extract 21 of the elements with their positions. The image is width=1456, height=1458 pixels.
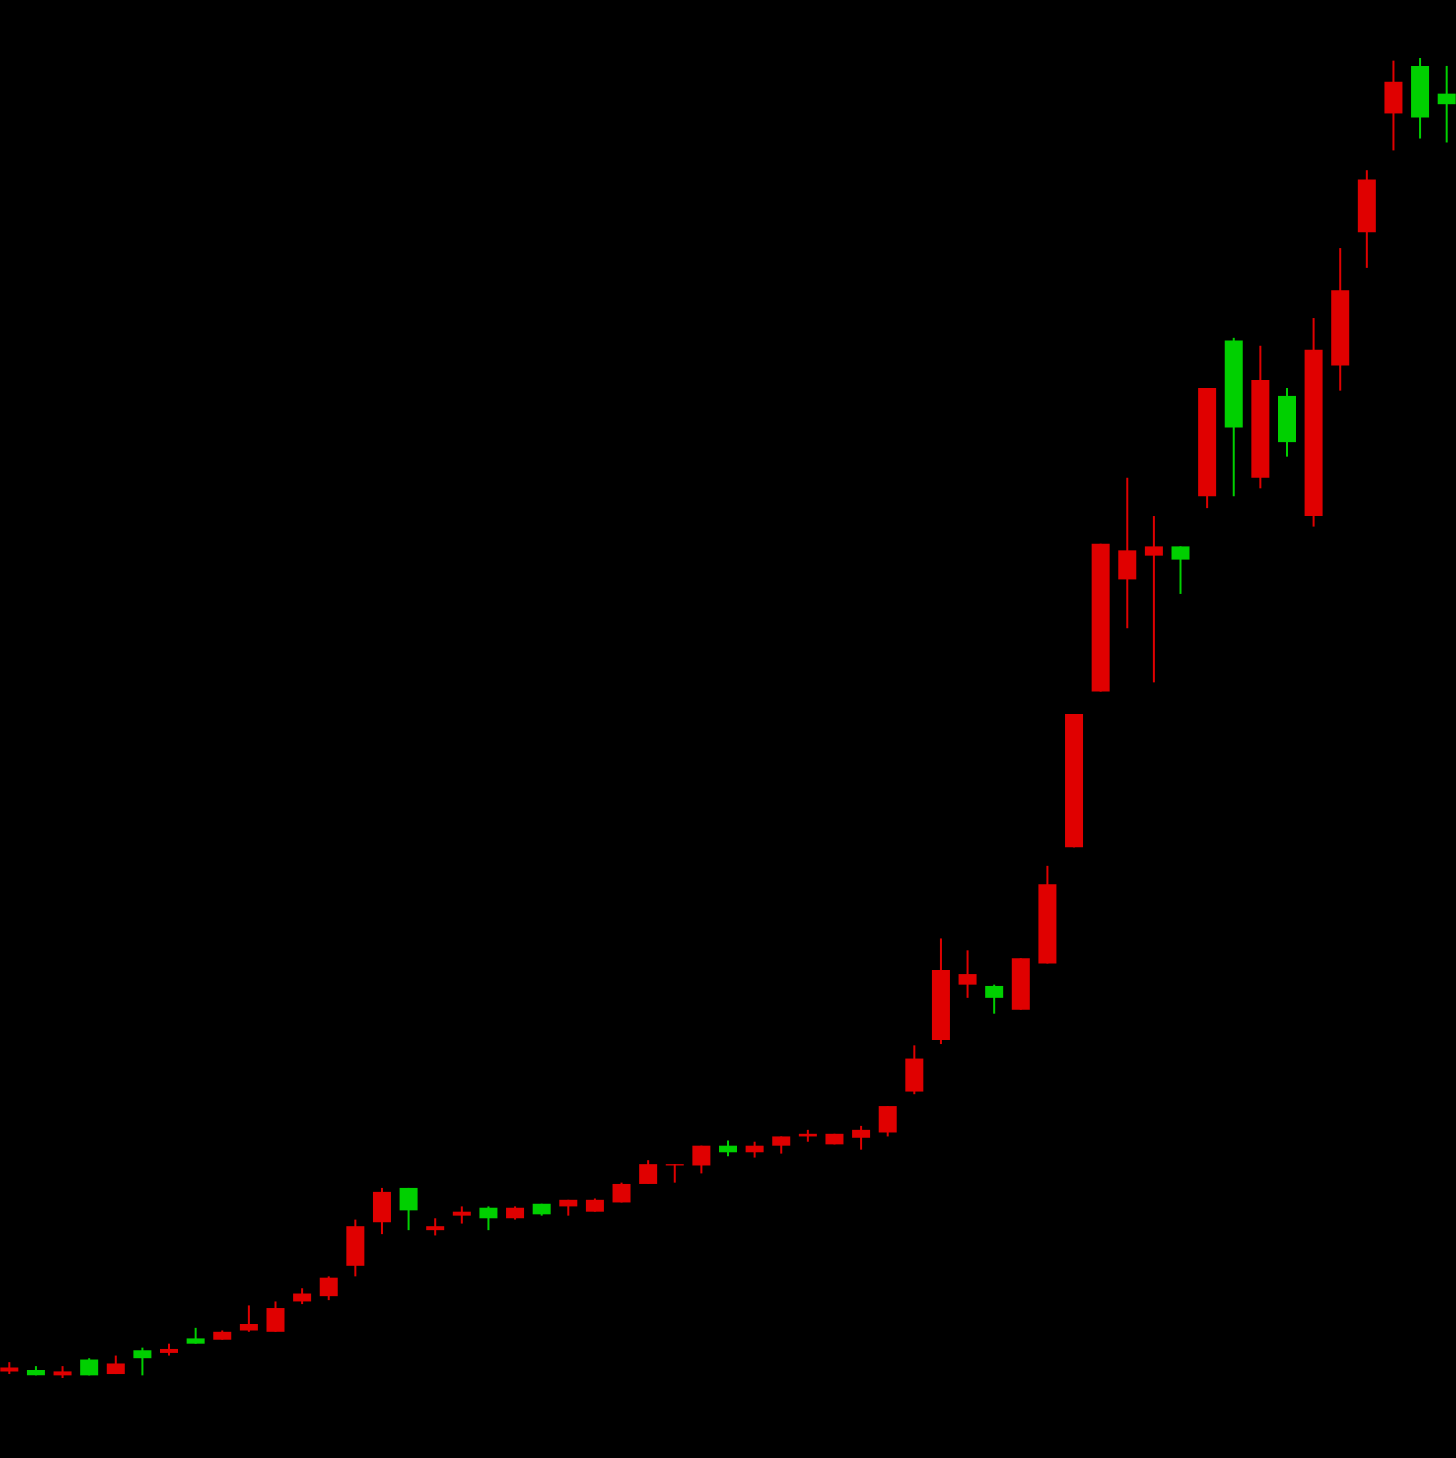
candlestick	[133, 1346, 152, 1377]
candlestick	[239, 1304, 258, 1333]
candlestick	[958, 949, 977, 999]
candlestick	[399, 1186, 418, 1232]
candlestick	[1118, 476, 1137, 630]
candlestick	[905, 1044, 924, 1096]
candlestick	[1437, 64, 1456, 144]
candlestick	[1384, 59, 1403, 152]
candlestick	[346, 1218, 365, 1278]
candlestick	[479, 1205, 498, 1232]
candlestick	[878, 1105, 897, 1138]
candlestick	[985, 983, 1004, 1015]
candlestick	[319, 1275, 338, 1302]
candlestick	[372, 1186, 391, 1236]
candlestick	[639, 1159, 658, 1185]
candlestick	[1277, 387, 1296, 458]
candlestick	[692, 1144, 711, 1175]
candlestick	[266, 1300, 285, 1333]
candlestick	[852, 1124, 871, 1151]
candlestick	[1171, 545, 1190, 595]
candlestick	[1144, 515, 1163, 684]
